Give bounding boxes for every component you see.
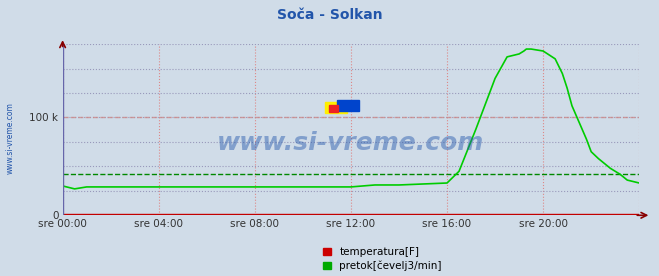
Bar (337, 100, 359, 111)
Legend: temperatura[F], pretok[čevelj3/min]: temperatura[F], pretok[čevelj3/min] (323, 247, 442, 271)
Text: www.si-vreme.com: www.si-vreme.com (217, 131, 484, 155)
Bar (325, 102, 347, 113)
Text: Soča - Solkan: Soča - Solkan (277, 8, 382, 22)
Bar (330, 105, 338, 112)
Text: www.si-vreme.com: www.si-vreme.com (5, 102, 14, 174)
